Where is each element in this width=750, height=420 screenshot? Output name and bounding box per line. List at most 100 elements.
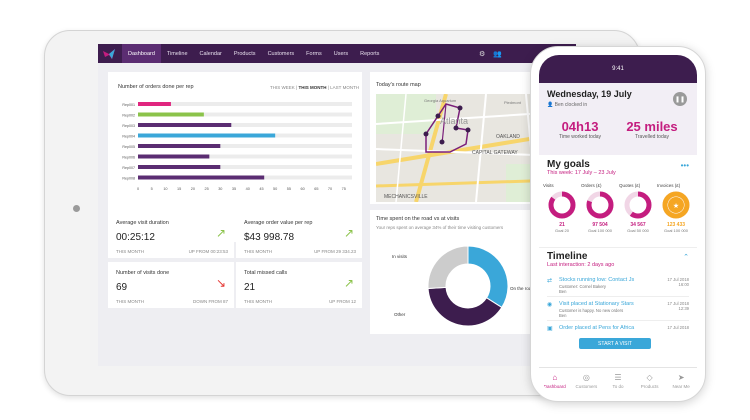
goal-card[interactable]: Orders (£) 97 504 Goal 100 000: [581, 183, 619, 233]
goal-progress-ring: [548, 191, 576, 219]
time-worked-label: Time worked today: [558, 134, 602, 140]
bar[interactable]: [138, 123, 232, 127]
bar[interactable]: [138, 144, 221, 148]
tag-icon: ◇: [646, 372, 653, 382]
trend-up-icon: ↗: [343, 276, 354, 290]
start-visit-button[interactable]: START A VISIT: [579, 338, 651, 349]
nav-calendar[interactable]: Calendar: [199, 50, 222, 57]
orders-bar-chart: Rep001 Rep002 Rep003 Rep004 Rep005 Rep006 Rep0…: [122, 102, 352, 191]
timeline-item-date: 17 Jul 2018 16:00: [667, 277, 689, 287]
more-icon[interactable]: •••: [680, 161, 689, 170]
x-tick-label: 70: [328, 187, 332, 191]
customers-icon: ◎: [582, 372, 590, 382]
timeline-item[interactable]: ▣ Order placed at Pens for Africa 17 Jul…: [547, 323, 689, 337]
kpi-delta: UP FROM 12: [329, 299, 356, 304]
navigation-icon: ➤: [677, 372, 685, 382]
goal-label: Invoices (£): [657, 183, 681, 188]
x-tick-label: 30: [218, 187, 222, 191]
filter-sep-2: |: [327, 85, 329, 90]
goal-card[interactable]: Quotes (£) 34 567 Goal 50 000: [619, 183, 657, 233]
x-tick-label: 25: [204, 187, 208, 191]
clock-status: 👤 Ben clocked in: [547, 102, 689, 108]
timeline-item[interactable]: ◉ Visit placed at Stationary Stars Custo…: [547, 299, 689, 321]
nav-users[interactable]: Users: [333, 50, 349, 57]
kpi-title: Average visit duration: [116, 220, 169, 226]
bar-category-label: Rep005: [122, 145, 135, 149]
map-label-piedmont: Piedmont: [504, 100, 522, 105]
users-icon[interactable]: 👥: [493, 50, 502, 58]
nav-reports[interactable]: Reports: [360, 50, 380, 57]
time-worked: 04h13 Time worked today: [549, 119, 611, 140]
donut-slice[interactable]: [427, 245, 469, 290]
tab-near-me[interactable]: ➤ Near Me: [672, 372, 690, 389]
goal-target: Goal 100 000: [587, 228, 613, 233]
chevron-up-icon[interactable]: ⌃: [683, 254, 689, 261]
tab-customers[interactable]: ◎ Customers: [575, 372, 598, 389]
swap-icon: ⇄: [547, 278, 553, 284]
nav-dashboard[interactable]: Dashboard: [122, 44, 161, 63]
kpi-delta: UP FROM 00:23:53: [188, 249, 228, 254]
goal-target: Goal 100 000: [663, 228, 689, 233]
route-map[interactable]: Atlanta CAPITAL GATEWAY MECHANICSVILLE O…: [376, 94, 560, 202]
kpi-delta: UP FROM 29 334.23: [314, 249, 356, 254]
nav-products[interactable]: Products: [233, 50, 256, 57]
donut-slice[interactable]: [427, 286, 503, 327]
bar-category-label: Rep008: [122, 177, 135, 181]
status-text: clocked in: [564, 102, 588, 108]
person-icon: 👤: [547, 102, 554, 108]
goal-target: Goal 20: [554, 228, 569, 233]
goal-value: 97 504: [592, 222, 608, 228]
timeline-item-title: Stocks running low: Contact Js: [559, 277, 635, 283]
kpi-card-visit-duration: Average visit duration 00:25:12 THIS MON…: [108, 212, 234, 258]
divider: [539, 247, 697, 248]
map-label-atlanta: Atlanta: [440, 116, 468, 126]
bar-track: [138, 144, 352, 148]
location-pin-icon: ◉: [547, 302, 553, 308]
nav-customers[interactable]: Customers: [267, 50, 295, 57]
map-label-mechanicsville: MECHANICSVILLE: [384, 194, 428, 200]
kpi-value: 21: [244, 282, 256, 293]
bar[interactable]: [138, 102, 171, 106]
bar[interactable]: [138, 112, 204, 117]
timeline-item-detail: Customer is happy. No new orders Ben: [559, 308, 624, 318]
donut-slice-label: In visits: [392, 254, 408, 259]
nav-forms[interactable]: Forms: [306, 50, 322, 57]
x-tick-label: 60: [300, 187, 304, 191]
tab-todo[interactable]: ☰ To do: [612, 372, 624, 389]
x-tick-label: 75: [342, 187, 346, 191]
tablet-home-dot: [73, 205, 80, 212]
goal-progress-ring: [624, 191, 652, 219]
bar[interactable]: [138, 133, 276, 138]
filter-last-month[interactable]: LAST MONTH: [330, 85, 360, 90]
timeline-item[interactable]: ⇄ Stocks running low: Contact Js Custome…: [547, 275, 689, 297]
donut-subtitle: Your reps spent on average 34% of their …: [376, 225, 504, 230]
timeline-item-title: Visit placed at Stationary Stars: [559, 301, 634, 307]
x-tick-label: 40: [246, 187, 250, 191]
pause-button[interactable]: ❚❚: [673, 92, 687, 106]
bar[interactable]: [138, 165, 221, 169]
tablet-screen: Dashboard Timeline Calendar Products Cus…: [98, 44, 576, 366]
goal-value: 21: [559, 222, 565, 228]
nav-timeline[interactable]: Timeline: [166, 50, 188, 57]
route-map-title: Today's route map: [376, 82, 421, 88]
bar-track: [138, 112, 352, 117]
bar[interactable]: [138, 154, 210, 159]
timeline-subtitle: Last interaction: 2 days ago: [547, 262, 615, 268]
filter-this-week[interactable]: THIS WEEK: [270, 85, 295, 90]
filter-this-month[interactable]: THIS MONTH: [298, 85, 327, 90]
x-tick-label: 0: [137, 187, 139, 191]
checklist-icon: ☰: [614, 372, 622, 382]
timeline-title: Timeline: [547, 251, 588, 262]
x-tick-label: 20: [191, 187, 195, 191]
current-date: Wednesday, 19 July: [547, 89, 632, 99]
trend-down-icon: ↘: [215, 276, 226, 290]
goal-card[interactable]: Visits 21 Goal 20: [543, 183, 581, 233]
bar[interactable]: [138, 175, 265, 180]
tab-products[interactable]: ◇ Products: [640, 372, 659, 389]
tab-dashboard[interactable]: ⌂ Dashboard: [543, 372, 566, 389]
bar-category-label: Rep002: [122, 114, 135, 118]
timeline-section: Timeline Last interaction: 2 days ago ⌃: [547, 251, 689, 268]
goal-progress-ring: ✶★: [662, 191, 690, 219]
gear-icon[interactable]: ⚙: [479, 50, 486, 58]
